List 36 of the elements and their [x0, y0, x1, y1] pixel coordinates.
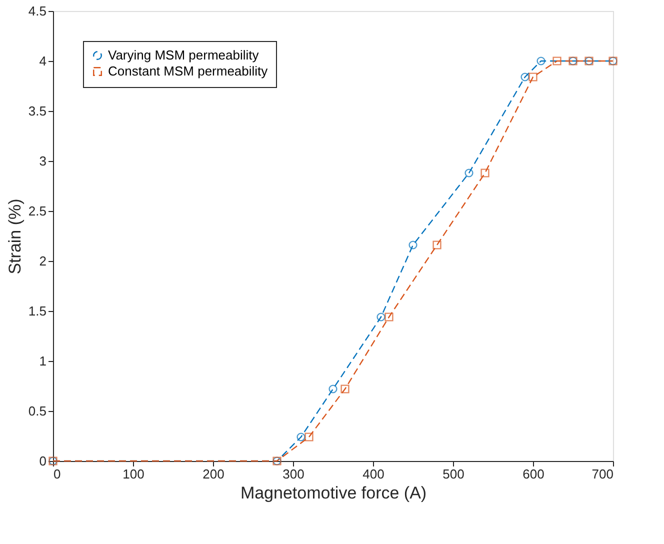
point — [296, 432, 306, 442]
y-tick-label: 1 — [39, 354, 46, 368]
y-tick-label: 2.5 — [28, 204, 46, 218]
y-tick-label: 0 — [39, 454, 46, 468]
y-tick-label: 4 — [39, 54, 46, 68]
point — [552, 56, 562, 66]
point — [384, 312, 394, 322]
x-tick-label: 200 — [202, 466, 224, 482]
legend-label: Constant MSM permeability — [108, 64, 268, 78]
point — [328, 384, 338, 394]
x-axis-title: Magnetomotive force (A) — [240, 484, 427, 502]
x-tick-label: 600 — [522, 466, 544, 482]
point — [464, 168, 474, 178]
y-tick-label: 1.5 — [28, 304, 46, 318]
legend-label: Varying MSM permeability — [108, 48, 260, 62]
x-tick-label: 500 — [442, 466, 464, 482]
y-tick-label: 3 — [39, 154, 46, 168]
point — [480, 168, 490, 178]
y-axis-title: Strain (%) — [5, 198, 24, 274]
point — [376, 312, 386, 322]
y-tick-label: 2 — [39, 254, 46, 268]
x-tick-label: 700 — [592, 466, 614, 482]
x-tick-label: 100 — [122, 466, 144, 482]
point — [520, 72, 530, 82]
y-tick-label: 4.5 — [28, 4, 46, 18]
x-tick-label: 400 — [362, 466, 384, 482]
x-tick-label: 0 — [54, 466, 61, 482]
point — [304, 432, 314, 442]
point — [528, 72, 538, 82]
x-tick-label: 300 — [282, 466, 304, 482]
y-tick-label: 0.5 — [28, 404, 46, 418]
point — [536, 56, 546, 66]
point — [432, 240, 442, 250]
point — [340, 384, 350, 394]
point — [408, 240, 418, 250]
y-tick-label: 3.5 — [28, 104, 46, 118]
